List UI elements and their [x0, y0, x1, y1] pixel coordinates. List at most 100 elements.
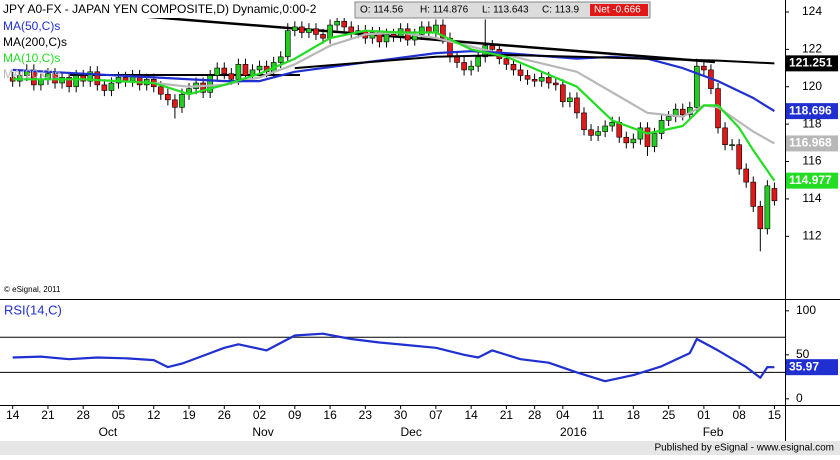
quote-label: O: 114.56 [360, 5, 404, 16]
x-tick-label: 16 [323, 408, 337, 422]
x-tick-label: 01 [697, 408, 711, 422]
candle-body [73, 75, 79, 88]
quote-label: C: 113.9 [542, 5, 579, 16]
ma-line [12, 29, 776, 182]
candle-body [489, 45, 496, 50]
last-value-box [786, 55, 838, 72]
candle-body [207, 75, 213, 93]
x-tick-label: 21 [41, 408, 55, 422]
candle-body [701, 65, 707, 71]
candle-body [771, 188, 778, 202]
candle-body [510, 64, 517, 71]
month-label: Nov [252, 425, 273, 439]
month-label: Oct [99, 425, 118, 439]
candle-body [574, 97, 580, 114]
candle-body [679, 108, 686, 116]
candle-body [327, 24, 333, 39]
y-tick-label: 50 [796, 347, 810, 361]
last-value-box [786, 135, 838, 152]
legend-entry: MA(200,C)s [3, 35, 67, 49]
x-tick-label: 19 [182, 408, 196, 422]
candle-body [630, 138, 637, 144]
candle-body [418, 26, 425, 35]
candle-body [503, 58, 510, 65]
rsi-plot [0, 332, 785, 383]
candle-body [538, 77, 545, 82]
candle-body [136, 75, 143, 86]
candle-body [588, 129, 594, 136]
candle-body [313, 28, 319, 35]
candle-body [221, 67, 228, 74]
y-tick-label: 112 [802, 228, 821, 242]
x-tick-label: 14 [6, 408, 20, 422]
candle-body [228, 73, 235, 80]
ma-line [12, 50, 775, 113]
x-tick-label: 12 [147, 408, 161, 422]
month-label: 2016 [560, 425, 587, 439]
candle-body [637, 127, 644, 140]
ma-line [294, 54, 775, 70]
footer: Published by eSignal - www.esignal.com [654, 443, 834, 454]
x-tick-label: 05 [112, 408, 126, 422]
x-tick-label: 07 [429, 408, 443, 422]
chart-title: JPY A0-FX - JAPAN YEN COMPOSITE,D) Dynam… [3, 2, 317, 16]
candle-body [235, 64, 242, 80]
candle-body [31, 69, 37, 86]
legend-entry: MA(10,C)s [3, 51, 60, 65]
candle-body [475, 56, 481, 67]
y-tick-label: 120 [802, 79, 822, 93]
x-tick-label: 04 [556, 408, 570, 422]
candle-body [256, 65, 263, 71]
y-tick-label: 122 [802, 42, 822, 56]
candle-body [722, 127, 728, 146]
candle-body [581, 112, 587, 131]
candle-body [644, 127, 651, 147]
quote-box [354, 1, 651, 19]
candle-body [341, 21, 347, 28]
footer-bar [0, 441, 840, 455]
candle-body [694, 65, 700, 108]
y-tick-label: 118 [802, 116, 821, 130]
legend-entry: MA(20,C)s [3, 67, 60, 81]
net-label: Net -0.666 [594, 5, 641, 16]
candle-body [750, 181, 757, 207]
x-tick-label: 26 [218, 408, 232, 422]
ma-line [12, 332, 775, 383]
last-value-label: 121.251 [789, 56, 833, 70]
candle-body [440, 24, 446, 39]
x-tick-label: 15 [768, 408, 782, 422]
candle-body [658, 120, 665, 134]
candle-body [757, 206, 764, 230]
x-tick-label: 11 [592, 408, 605, 422]
candle-body [299, 26, 305, 33]
candle-body [165, 93, 171, 101]
net-box [590, 4, 648, 16]
candle-body [306, 28, 312, 33]
last-value-box [786, 172, 838, 189]
month-label: Dec [401, 425, 422, 439]
candle-body [461, 62, 467, 71]
legend-entry: MA(50,C)s [3, 19, 60, 33]
candle-body [179, 93, 185, 108]
last-value-label: 35.97 [789, 359, 819, 373]
candle-body [369, 32, 376, 39]
candle-body [383, 34, 390, 43]
last-value-label: 118.696 [789, 103, 832, 117]
last-value-box [786, 359, 838, 376]
candle-body [623, 136, 630, 144]
candle-body [320, 34, 326, 39]
candle-body [545, 77, 552, 84]
x-tick-label: 23 [359, 408, 373, 422]
quote-label: H: 114.876 [420, 5, 469, 16]
candle-body [334, 21, 340, 26]
candle-body [609, 121, 616, 127]
candle-body [743, 168, 750, 183]
candle-body [200, 82, 206, 93]
candle-body [454, 56, 460, 63]
y-tick-label: 0 [796, 391, 803, 405]
candle-body [567, 97, 573, 103]
candle-body [729, 144, 735, 147]
